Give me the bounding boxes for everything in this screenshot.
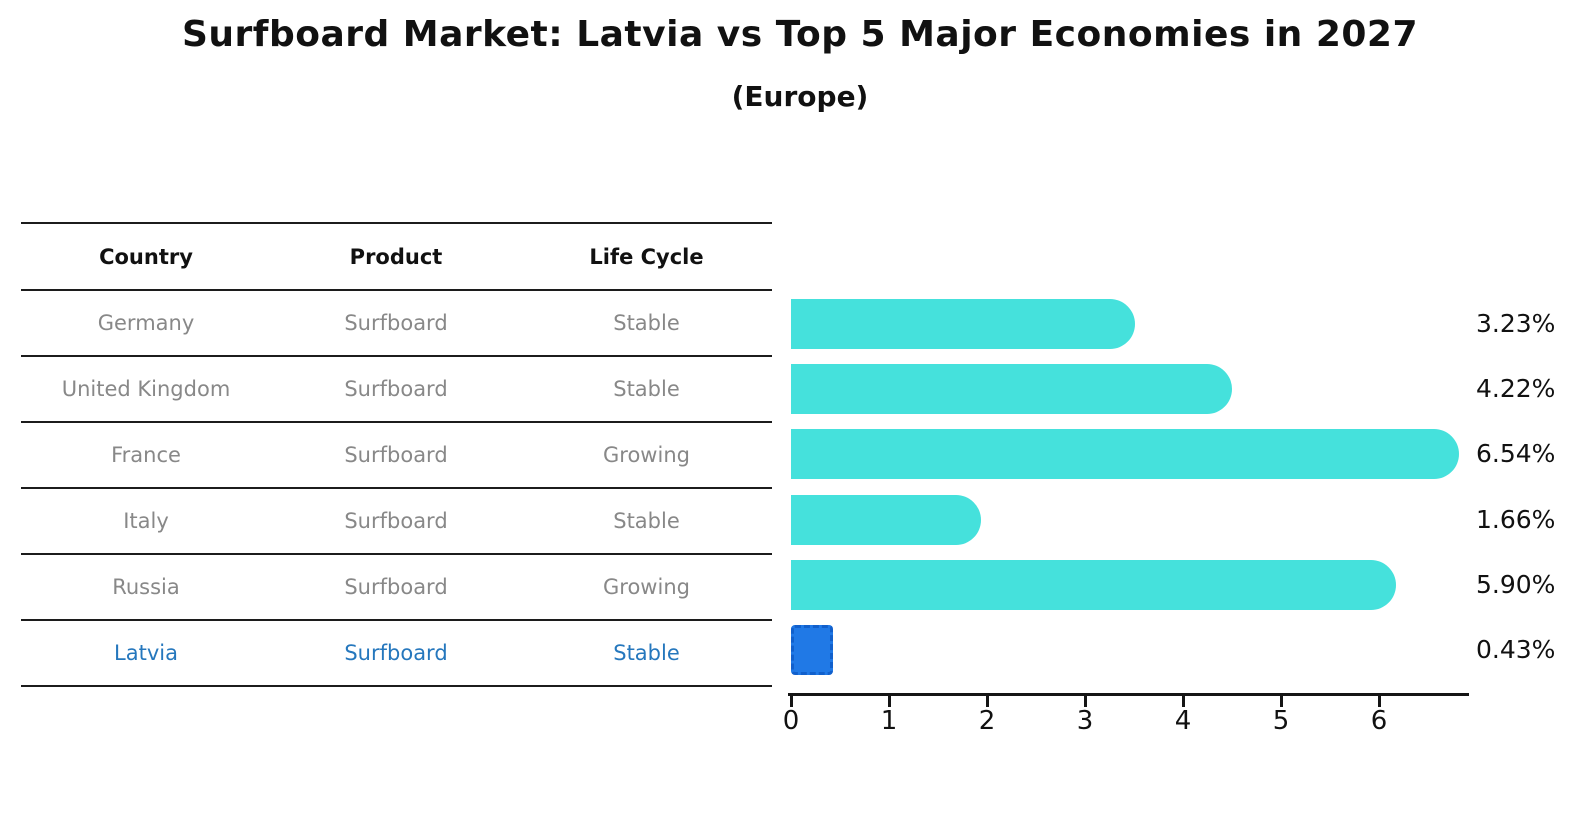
life-cycle-cell: Stable — [613, 377, 680, 401]
table-row: Germany Surfboard Stable — [21, 291, 772, 357]
country-cell: Latvia — [114, 641, 178, 665]
x-axis-tick-label: 6 — [1370, 706, 1388, 736]
bar-germany — [791, 299, 1135, 349]
value-label-germany: 3.23% — [1476, 309, 1556, 338]
x-axis-tick-label: 0 — [782, 706, 800, 736]
x-axis-tick-label: 3 — [1076, 706, 1094, 736]
country-cell: France — [111, 443, 181, 467]
bar-russia — [791, 560, 1397, 610]
column-header-life-cycle: Life Cycle — [589, 244, 704, 269]
x-axis-tick — [1182, 695, 1185, 707]
table-row: United Kingdom Surfboard Stable — [21, 357, 772, 423]
life-cycle-cell: Growing — [603, 443, 690, 467]
country-cell: Germany — [97, 311, 195, 335]
product-cell: Surfboard — [344, 509, 448, 533]
x-axis-tick — [1084, 695, 1087, 707]
product-cell: Surfboard — [344, 377, 448, 401]
product-cell: Surfboard — [344, 641, 448, 665]
x-axis-tick — [790, 695, 793, 707]
bar-latvia-highlight — [791, 625, 834, 675]
bar-united-kingdom — [791, 364, 1232, 414]
column-header-product: Product — [349, 244, 443, 269]
life-cycle-cell: Stable — [613, 641, 680, 665]
x-axis-tick-label: 4 — [1174, 706, 1192, 736]
bar-italy — [791, 495, 981, 545]
x-axis-tick-label: 2 — [978, 706, 996, 736]
value-label-latvia: 0.43% — [1476, 635, 1556, 664]
product-cell: Surfboard — [344, 443, 448, 467]
product-cell: Surfboard — [344, 311, 448, 335]
country-cell: United Kingdom — [61, 377, 231, 401]
x-axis-tick — [986, 695, 989, 707]
x-axis-tick-label: 5 — [1272, 706, 1290, 736]
x-axis-tick — [888, 695, 891, 707]
table-row: Russia Surfboard Growing — [21, 555, 772, 621]
value-label-italy: 1.66% — [1476, 505, 1556, 534]
value-label-united-kingdom: 4.22% — [1476, 374, 1556, 403]
product-cell: Surfboard — [344, 575, 448, 599]
country-cell: Italy — [123, 509, 169, 533]
x-axis-tick — [1280, 695, 1283, 707]
chart-subtitle: (Europe) — [731, 80, 869, 113]
table-row-highlight-latvia: Latvia Surfboard Stable — [21, 621, 772, 687]
x-axis-tick-label: 1 — [880, 706, 898, 736]
chart-title: Surfboard Market: Latvia vs Top 5 Major … — [181, 14, 1419, 55]
country-table: Country Product Life Cycle Germany Surfb… — [21, 222, 772, 687]
value-label-france: 6.54% — [1476, 439, 1556, 468]
value-label-russia: 5.90% — [1476, 570, 1556, 599]
table-row: France Surfboard Growing — [21, 423, 772, 489]
life-cycle-cell: Stable — [613, 509, 680, 533]
table-row: Italy Surfboard Stable — [21, 489, 772, 555]
table-header-row: Country Product Life Cycle — [21, 224, 772, 291]
country-cell: Russia — [112, 575, 180, 599]
life-cycle-cell: Stable — [613, 311, 680, 335]
x-axis-line — [788, 693, 1469, 696]
life-cycle-cell: Growing — [603, 575, 690, 599]
bar-france — [791, 429, 1459, 479]
column-header-country: Country — [99, 244, 193, 269]
x-axis-tick — [1378, 695, 1381, 707]
